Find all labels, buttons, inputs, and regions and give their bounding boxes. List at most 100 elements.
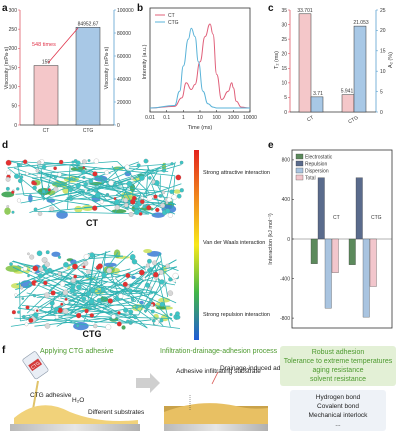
f-prop-4: solvent resistance (310, 376, 366, 383)
atom (58, 297, 60, 299)
atom (159, 194, 163, 198)
c-left-tick-label-6: 30 (281, 22, 287, 28)
atom (131, 177, 134, 180)
atom (65, 298, 68, 301)
atom (139, 270, 144, 275)
a-right-tick-label-0: 0 (117, 123, 120, 129)
atom (149, 298, 152, 301)
c-right-tick-label-0: 0 (380, 110, 383, 116)
atom (6, 187, 10, 191)
d-cb-top: Strong attractive interaction (203, 170, 270, 176)
iso-surface (4, 207, 11, 214)
c-right-tick-label-2: 10 (380, 69, 386, 75)
atom (83, 266, 86, 269)
atom (147, 195, 152, 200)
atom (114, 200, 119, 205)
atom (76, 161, 81, 166)
b-x-tick-label-3: 10 (197, 115, 203, 121)
atom (100, 200, 104, 204)
e-legend-swatch-repulsion (296, 161, 303, 166)
e-bar-ct-total (332, 239, 339, 273)
atom (142, 277, 145, 280)
c-right-tick-label-5: 25 (380, 8, 386, 14)
atom (108, 298, 113, 303)
atom (160, 319, 164, 323)
atom (94, 188, 98, 192)
atom (33, 294, 36, 297)
atom (35, 282, 38, 285)
d-cb-mid: Van der Waals interaction (203, 240, 265, 246)
a-bar-ctg (76, 27, 100, 125)
atom (26, 306, 30, 310)
atom (44, 262, 49, 267)
atom (132, 196, 136, 200)
atom (147, 268, 151, 272)
atom (123, 308, 128, 313)
atom (6, 170, 10, 174)
atom (12, 211, 15, 214)
atom (51, 291, 56, 296)
iso-surface (74, 206, 82, 213)
a-right-tick-label-4: 80000 (117, 31, 131, 37)
d-cb-top-1: Strong attractive interaction (203, 170, 270, 176)
iso-surface (143, 249, 152, 253)
atom (9, 262, 12, 265)
atom (132, 259, 137, 264)
atom (48, 188, 51, 191)
c-left-tick-label-4: 20 (281, 52, 287, 58)
f-substrate (10, 424, 140, 431)
f-bond-3: Mechanical interlock (309, 412, 369, 419)
atom (168, 213, 173, 218)
atom (170, 313, 173, 316)
c-bar-a2-ctg (354, 26, 366, 112)
f-prop-2: Tolerance to extreme temperatures (284, 358, 393, 365)
atom (50, 301, 55, 306)
atom (38, 212, 42, 216)
iso-surface (112, 209, 127, 213)
atom (85, 189, 88, 192)
atom (149, 287, 152, 290)
panel-label-a: a (2, 3, 8, 14)
atom (44, 293, 49, 298)
c-right-tick-label-3: 15 (380, 49, 386, 55)
atom (27, 253, 29, 255)
atom (39, 267, 44, 272)
atom (130, 313, 133, 316)
e-y-tick-label-3: -400 (280, 276, 290, 282)
atom (90, 253, 95, 258)
atom (59, 160, 63, 164)
atom (11, 191, 14, 194)
atom (63, 290, 68, 295)
c-left-tick-label-7: 35 (281, 8, 287, 14)
b-xlabel: Time (ms) (188, 125, 213, 131)
atom (18, 179, 22, 183)
atom (159, 279, 164, 284)
atom (167, 198, 171, 202)
atom (95, 192, 100, 197)
atom (63, 262, 68, 267)
atom (22, 315, 25, 318)
c-right-tick-label-1: 5 (380, 89, 383, 95)
atom (139, 175, 144, 180)
atom (151, 310, 155, 314)
e-bar-ct-repulsion (318, 178, 325, 239)
e-ylabel: Interaction (kJ mol⁻¹) (268, 213, 274, 265)
atom (22, 297, 24, 299)
atom (73, 275, 77, 279)
c-bar-a2-ct (311, 97, 323, 112)
e-legend-label-total: Total (305, 175, 316, 181)
f-step1-illustration: CTG CTG adhesive H₂O Different substrate… (10, 351, 145, 431)
atom (113, 182, 116, 185)
atom (94, 159, 99, 164)
a-right-tick-label-3: 60000 (117, 54, 131, 60)
panel-d: d CT CTG Strong attractive interaction V… (1, 140, 270, 340)
panel-label-d: d (2, 140, 8, 151)
c-cat-ct: CT (306, 115, 315, 124)
atom (126, 273, 131, 278)
c-ylabel-left: T₂ (ms) (274, 51, 280, 69)
atom (162, 169, 166, 173)
atom (16, 187, 19, 190)
